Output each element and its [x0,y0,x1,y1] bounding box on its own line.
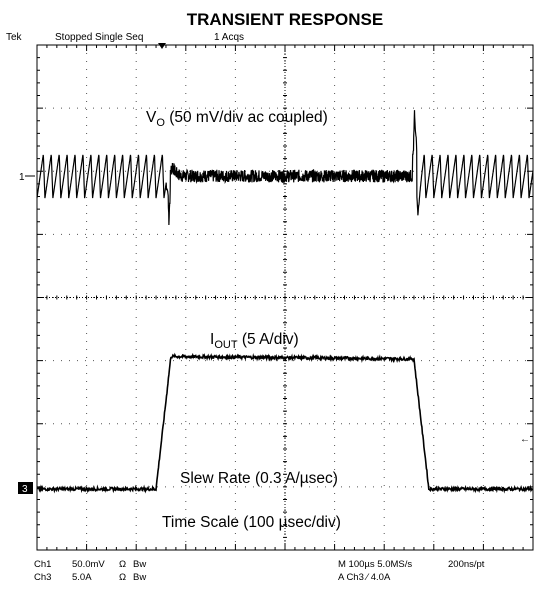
time-scale-label: Time Scale (100 µsec/div) [162,514,341,531]
trigger-level-arrow: ← [520,434,530,445]
vo-trace [36,110,534,226]
ch3-marker: 3 [22,484,28,495]
ch1-scale: 50.0mV [72,559,105,570]
ch3-scale: 5.0A [72,572,92,583]
ch1-impedance: Ω [119,559,126,570]
slew-rate-label: Slew Rate (0.3 A/µsec) [180,470,338,487]
trigger-readout: A Ch3 ⁄ 4.0A [338,572,391,583]
graticule [36,44,534,551]
record-length: 200ns/pt [448,559,485,570]
ch3-impedance: Ω [119,572,126,583]
ch3-marker-box [18,482,33,494]
chart-title: TRANSIENT RESPONSE [187,10,383,29]
scope-brand: Tek [6,32,23,43]
ch3-bw: Bw [133,572,146,583]
timebase-readout: M 100µs 5.0MS/s [338,559,412,570]
ch1-name: Ch1 [34,559,51,570]
ch1-bw: Bw [133,559,146,570]
vo-label: VO (50 mV/div ac coupled) [146,109,328,129]
iout-label: IOUT (5 A/div) [210,331,299,351]
trigger-position-marker [158,43,166,49]
iout-trace [36,352,534,494]
ch1-marker: 1 [19,172,25,183]
ch3-name: Ch3 [34,572,51,583]
scope-status: Stopped Single Seq [55,32,143,43]
scope-acqs: 1 Acqs [214,32,244,43]
